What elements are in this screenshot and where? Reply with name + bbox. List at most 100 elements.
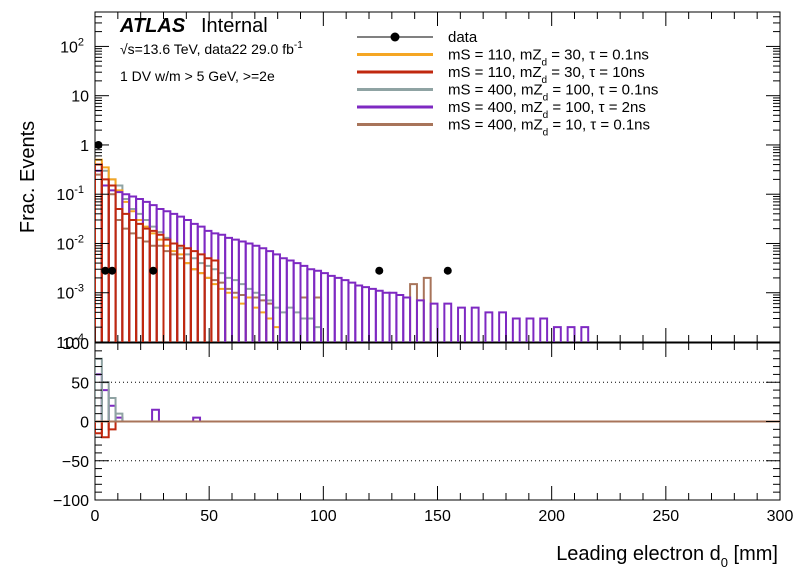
data-point-2 [108, 266, 117, 275]
series-3-bin-26 [272, 253, 281, 342]
series-3-bin-16 [203, 229, 213, 342]
series-3-bin-27 [278, 257, 288, 342]
series-3-bin-23 [251, 244, 261, 342]
series-3-bin-12 [176, 215, 186, 342]
series-4-bin-5 [128, 218, 138, 342]
series-2-bin-17 [210, 283, 220, 342]
series-3-bin-17 [210, 232, 220, 342]
series-4-bin-12 [176, 244, 186, 342]
ratio-series-1-bin-2 [107, 396, 117, 422]
series-1-bin-21 [237, 283, 247, 342]
series-3-bin-9 [155, 208, 165, 342]
series-4 [95, 163, 220, 342]
series-0-bin-10 [162, 250, 172, 342]
series-3-bin-19 [224, 236, 233, 342]
ratio-series-group [95, 357, 780, 500]
legend-label-4: mS = 400, mZd = 100, τ = 2ns [448, 99, 646, 121]
series-0-bin-19 [224, 287, 233, 342]
series-3-bin-20 [231, 238, 240, 342]
series-0-bin-16 [203, 276, 213, 342]
x-axis-label-main: Leading electron d [556, 543, 721, 565]
series-3-bin-25 [265, 250, 275, 342]
series-0-bin-9 [155, 244, 165, 342]
series-2-bin-21 [237, 302, 247, 342]
series-0-bin-4 [121, 227, 131, 342]
series-2-bin-15 [196, 272, 206, 342]
series-3-bin-42 [381, 291, 391, 342]
series-3-bin-39 [361, 286, 370, 342]
energy-lumi-text: √s=13.6 TeV, data22 29.0 fb [120, 41, 294, 57]
series-3 [95, 169, 590, 342]
series-4-bin-15 [196, 253, 206, 342]
legend-label-subscript: d [543, 93, 549, 104]
series-4-bin-7 [141, 227, 151, 342]
series-3-bin-36 [340, 279, 350, 342]
series-0-bin-8 [148, 244, 158, 342]
series-4-bin-14 [189, 250, 199, 342]
lower-y-tick-label-4: −100 [53, 493, 89, 510]
series-1-bin-14 [189, 257, 199, 342]
legend-label-subscript: d [543, 128, 549, 139]
data-point-4 [375, 266, 384, 275]
series-0-bin-7 [141, 240, 151, 342]
x-tick-label-6: 300 [767, 508, 794, 525]
series-4-bin-17 [210, 259, 220, 342]
series-2-bin-12 [176, 253, 186, 342]
upper-y-tick-label-1: 10 [71, 89, 89, 106]
legend-label-part: = 100, τ = 2ns [548, 99, 646, 116]
series-1-bin-11 [169, 242, 179, 342]
series-3-bin-41 [374, 289, 384, 342]
series-4-bin-1 [100, 178, 110, 342]
x-axis-label: Leading electron d0 [mm] [556, 543, 778, 570]
series-1-bin-29 [292, 311, 302, 342]
series-0 [95, 173, 432, 342]
lower-y-tick-label-3: −50 [62, 454, 89, 471]
upper-y-tick-label-0: 102 [60, 36, 84, 56]
series-2-bin-9 [155, 238, 165, 342]
series-3-bin-4 [121, 193, 131, 342]
series-2-bin-13 [183, 262, 192, 342]
series-2-bin-2 [107, 178, 117, 342]
upper-y-tick-label-4: 10-2 [56, 233, 84, 253]
upper-y-tick-label-3: 10-1 [56, 184, 84, 204]
series-0-bin-18 [217, 281, 227, 342]
series-3-bin-55 [539, 317, 549, 342]
upper-y-tick-label-2: 1 [80, 138, 89, 155]
series-2-bin-10 [162, 244, 172, 342]
series-1-bin-13 [183, 253, 192, 342]
legend-data-marker [390, 32, 400, 42]
series-1-bin-2 [107, 178, 117, 342]
series-4-bin-9 [155, 233, 165, 342]
data-point-1 [101, 266, 110, 275]
series-3-bin-57 [566, 326, 576, 342]
legend-entry-5: mS = 400, mZd = 10, τ = 0.1ns [357, 117, 650, 139]
series-0-bin-28 [409, 283, 418, 342]
series-3-bin-28 [285, 259, 295, 342]
series-1-bin-10 [162, 236, 172, 342]
series-0-bin-24 [258, 299, 268, 342]
series-1-bin-19 [224, 276, 233, 342]
tick-label-base: 10 [56, 335, 74, 352]
series-3-bin-10 [162, 210, 172, 342]
tick-label-base: 10 [56, 286, 74, 303]
y-axis-label: Frac. Events [17, 121, 39, 233]
upper-y-tick-label-6: 10-4 [56, 332, 84, 352]
series-0-bin-11 [169, 253, 179, 342]
legend-label-part: = 10, τ = 0.1ns [548, 117, 650, 134]
series-3-bin-52 [498, 311, 507, 342]
legend-label-part: mS = 400, mZ [448, 82, 543, 99]
legend-label-subscript: d [542, 75, 548, 86]
series-3-bin-47 [429, 302, 439, 342]
series-1-bin-8 [148, 225, 158, 342]
series-3-bin-43 [388, 291, 398, 342]
tick-label-base: 10 [56, 236, 74, 253]
series-3-bin-22 [244, 242, 254, 342]
legend-entry-0: data [357, 29, 478, 46]
series-0-bin-15 [196, 272, 206, 342]
series-1-bin-24 [258, 293, 268, 342]
x-tick-label-2: 100 [310, 508, 337, 525]
series-2-bin-4 [121, 200, 131, 342]
series-3-bin-56 [552, 326, 562, 342]
series-1-bin-1 [100, 169, 110, 342]
